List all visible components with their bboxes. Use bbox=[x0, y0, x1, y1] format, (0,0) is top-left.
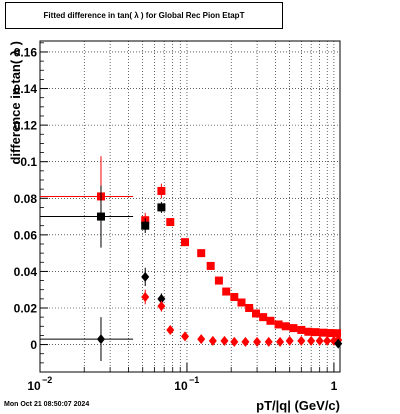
data-point-square bbox=[274, 320, 283, 329]
data-point-square bbox=[96, 212, 105, 221]
data-point-square bbox=[230, 293, 239, 302]
data-point-diamond bbox=[181, 331, 190, 342]
chart-title: Fitted difference in tan( λ ) for Global… bbox=[5, 2, 283, 29]
data-point-square bbox=[197, 249, 206, 258]
data-point-diamond bbox=[96, 334, 105, 345]
data-point-diamond bbox=[197, 334, 206, 345]
data-point-square bbox=[141, 221, 150, 230]
y-tick-label: 0.04 bbox=[14, 265, 38, 279]
x-tick-label: 10 bbox=[27, 379, 41, 393]
x-axis-title: pT/|q| (GeV/c) bbox=[256, 398, 340, 413]
data-point-diamond bbox=[241, 336, 250, 347]
data-point-diamond bbox=[323, 335, 332, 346]
data-point-diamond bbox=[253, 336, 262, 347]
data-point-diamond bbox=[264, 336, 273, 347]
date-stamp: Mon Oct 21 08:50:07 2024 bbox=[4, 401, 90, 408]
x-tick-exponent: −2 bbox=[42, 375, 52, 385]
x-tick-exponent: −1 bbox=[189, 375, 199, 385]
data-point-square bbox=[214, 276, 223, 285]
y-tick-label: 0.02 bbox=[14, 301, 38, 315]
data-point-diamond bbox=[285, 335, 294, 346]
data-point-square bbox=[297, 325, 306, 334]
data-point-square bbox=[222, 287, 231, 296]
grid-lines bbox=[39, 41, 340, 372]
data-series bbox=[141, 289, 343, 347]
y-tick-label: 0 bbox=[30, 338, 37, 352]
y-tick-label: 0.16 bbox=[14, 45, 38, 59]
data-point-diamond bbox=[315, 335, 324, 346]
data-point-square bbox=[206, 261, 215, 270]
x-tick-label: 1 bbox=[331, 379, 338, 393]
data-point-square bbox=[281, 322, 290, 331]
data-point-diamond bbox=[307, 335, 316, 346]
data-point-square bbox=[157, 186, 166, 195]
data-series bbox=[40, 156, 342, 338]
data-point-square bbox=[319, 328, 328, 337]
data-series bbox=[40, 267, 166, 362]
y-tick-label: 0.08 bbox=[14, 192, 38, 206]
data-point-square bbox=[289, 324, 298, 333]
data-point-square bbox=[326, 329, 335, 338]
data-point-diamond bbox=[157, 293, 166, 304]
data-point-square bbox=[266, 316, 275, 325]
data-point-diamond bbox=[141, 292, 150, 303]
y-tick-label: 0.1 bbox=[20, 155, 37, 169]
data-point-square bbox=[157, 203, 166, 212]
data-series bbox=[40, 185, 166, 248]
data-point-square bbox=[333, 329, 342, 338]
y-axis-title: difference in tan( λ ) bbox=[8, 41, 23, 165]
data-point-square bbox=[259, 313, 268, 322]
data-points bbox=[40, 156, 343, 362]
data-point-diamond bbox=[166, 324, 175, 335]
data-point-diamond bbox=[230, 336, 239, 347]
y-tick-label: 0.06 bbox=[14, 228, 38, 242]
data-point-diamond bbox=[208, 335, 217, 346]
plot-frame bbox=[39, 40, 341, 373]
data-point-diamond bbox=[220, 335, 229, 346]
data-point-square bbox=[237, 298, 246, 307]
data-point-square bbox=[166, 218, 175, 227]
data-point-square bbox=[181, 238, 190, 247]
y-tick-label: 0.14 bbox=[14, 82, 38, 96]
data-point-diamond bbox=[297, 335, 306, 346]
data-point-diamond bbox=[276, 336, 285, 347]
data-point-square bbox=[304, 327, 313, 336]
data-point-square bbox=[245, 303, 254, 312]
x-tick-label: 10 bbox=[174, 379, 188, 393]
data-point-diamond bbox=[157, 301, 166, 312]
data-point-square bbox=[252, 309, 261, 318]
data-series bbox=[334, 338, 343, 349]
axis-ticks bbox=[39, 42, 335, 373]
data-point-diamond bbox=[334, 338, 343, 349]
data-point-square bbox=[311, 328, 320, 337]
y-tick-label: 0.12 bbox=[14, 119, 38, 133]
data-point-diamond bbox=[141, 271, 150, 282]
